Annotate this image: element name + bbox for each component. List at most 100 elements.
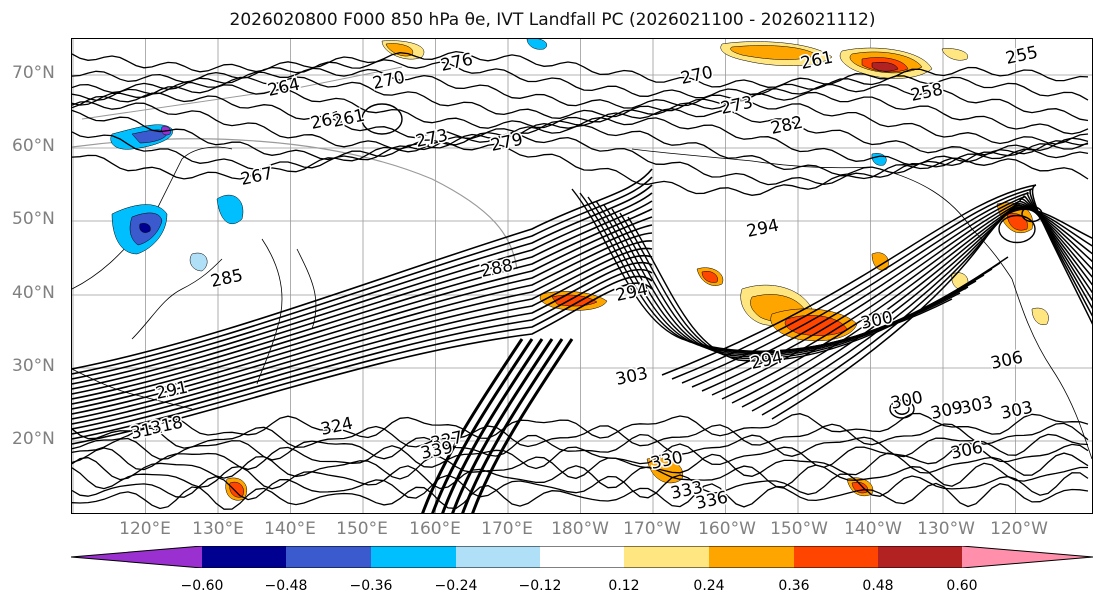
colorbar-tick-label: −0.60 [180,578,224,594]
colorbar-segment [540,546,624,568]
theta-e-contour [72,224,653,405]
theta-e-contour [72,50,1089,88]
theta-e-contour [72,433,1089,461]
lon-label-170w: 170°W [623,519,681,539]
theta-e-contour [894,403,910,415]
contour-label: 309 [929,398,965,424]
theta-e-contour [72,472,1089,501]
theta-e-contour [998,214,1036,244]
contour-label: 264 [266,75,302,101]
colorbar-tick-label: 0.60 [946,578,978,594]
map-panel: 276 264 261 270 273 279 261 261 255 258 270 273 282 2… [71,38,1093,514]
ivt-pc-shaded-region [526,39,548,50]
theta-e-contour [72,240,653,415]
lon-label-180w: 180°W [551,519,609,539]
contour-label: 270 [371,68,407,94]
theta-e-contour [72,131,1089,186]
theta-e-contour [1021,205,1043,223]
lon-label-160e: 160°E [409,519,461,539]
lon-label-130e: 130°E [192,519,244,539]
theta-e-contour [72,76,1089,135]
theta-e-contour [461,338,564,513]
theta-e-contour [72,452,1089,481]
contour-label: 258 [909,80,945,106]
colorbar-tick-label: 0.24 [693,578,725,594]
lat-label-70n: 70°N [12,63,55,83]
colorbar [71,546,1093,568]
ivt-pc-shading [110,39,1049,501]
contour-label: 288 [479,256,515,282]
colorbar-tick-label: −0.12 [518,578,562,594]
colorbar-segment [202,546,286,568]
colorbar-segment [794,546,878,568]
lon-label-120e: 120°E [119,519,171,539]
contour-label: 324 [319,414,355,440]
contour-label: 291 [154,378,190,404]
lon-label-140w: 140°W [844,519,902,539]
contour-label: 294 [745,216,781,242]
lon-label-120w: 120°W [990,519,1048,539]
ivt-pc-shaded-region [189,252,208,272]
theta-e-contour [72,422,1089,450]
theta-e-contour [741,206,1092,408]
lat-label-50n: 50°N [12,209,55,229]
ivt-pc-shaded-region [941,48,969,61]
lat-label-40n: 40°N [12,283,55,303]
theta-e-contour [72,168,653,370]
colorbar-segment [456,546,540,568]
theta-e-contour [441,338,544,513]
theta-e-contour [72,275,653,440]
contour-label: 339 [419,438,455,464]
theta-e-contour [72,282,653,445]
theta-e-contour [661,184,1092,376]
theta-e-contour [72,254,653,425]
colorbar-tick-label: −0.48 [264,578,308,594]
theta-e-contour [721,203,1092,400]
theta-e-contour [431,338,534,513]
lon-label-130w: 130°W [917,519,975,539]
colorbar-segment [286,546,371,568]
ivt-pc-shaded-region [871,252,889,271]
theta-e-contour [72,192,653,385]
theta-e-contour [471,338,574,513]
colorbar-tick-label: 0.12 [608,578,640,594]
theta-e-contour [72,232,653,410]
map-title: 2026020800 F000 850 hPa θe, IVT Landfall… [229,10,876,30]
ivt-pc-shaded-region [871,153,887,166]
colorbar-tick-label: −0.24 [434,578,478,594]
theta-e-contour [72,208,653,395]
theta-e-contour [451,338,554,513]
colorbar-tick-label: −0.36 [349,578,393,594]
contour-label: 270 [679,63,715,89]
lon-label-150e: 150°E [336,519,388,539]
colorbar-tick-label: 0.36 [778,578,810,594]
ivt-pc-shaded-region [730,45,818,60]
lat-label-30n: 30°N [12,356,55,376]
colorbar-segment [709,546,794,568]
theta-e-contour [72,261,653,430]
ivt-pc-shaded-region [871,62,899,72]
theta-e-contour [72,482,1089,510]
lon-label-140e: 140°E [264,519,316,539]
theta-e-contour [72,184,653,380]
theta-e-contour [627,216,1009,362]
theta-e-contour [72,141,1089,196]
contour-label: 282 [769,113,805,139]
ivt-pc-shaded-region [139,223,151,233]
contour-label: 306 [989,348,1025,374]
theta-e-contour [72,67,1089,122]
colorbar-tick-label: 0.48 [862,578,894,594]
theta-e-contour [691,195,1092,388]
theta-e-contour [72,176,653,375]
theta-e-contours [72,50,1092,513]
contour-label: 285 [209,266,245,292]
theta-e-contour [72,216,653,400]
theta-e-contour [771,208,1092,420]
contour-label: 303 [614,364,650,390]
contour-label: 318 [149,413,185,439]
contour-label: 303 [999,398,1035,424]
theta-e-contour [701,198,1092,392]
lon-label-150w: 150°W [770,519,828,539]
lat-label-60n: 60°N [12,136,55,156]
